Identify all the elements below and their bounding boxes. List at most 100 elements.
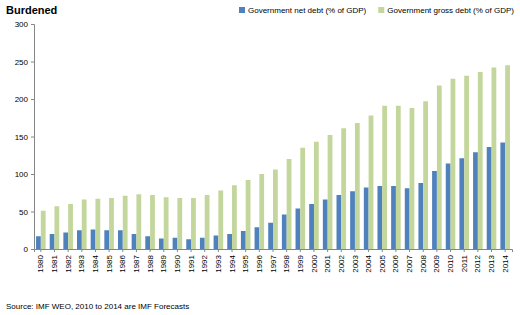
bar [95, 199, 100, 249]
bar-series [36, 143, 505, 250]
x-tick-label: 2004 [364, 254, 373, 272]
x-tick-label: 2005 [378, 254, 387, 272]
x-tick-mark [341, 249, 342, 252]
x-tick-mark [327, 249, 328, 252]
bar [473, 152, 478, 249]
bar [314, 142, 319, 249]
x-tick-label: 1980 [36, 254, 45, 272]
bar [227, 234, 232, 249]
x-tick: 1988 [146, 249, 155, 273]
source: Source: IMF WEO, 2010 to 2014 are IMF Fo… [6, 302, 189, 311]
bar [328, 135, 333, 249]
y-tick-mark [31, 62, 34, 63]
bar [104, 230, 109, 249]
x-tick-mark [354, 249, 355, 252]
x-tick-mark [95, 249, 96, 252]
x-tick: 1981 [50, 249, 59, 273]
y-tick-mark [31, 24, 34, 25]
title: Burdened [6, 4, 57, 16]
x-tick-mark [409, 249, 410, 252]
x-tick-mark [40, 249, 41, 252]
x-tick-label: 1983 [77, 254, 86, 272]
bar [337, 195, 342, 249]
bar [173, 238, 178, 249]
x-tick-mark [395, 249, 396, 252]
bar [218, 191, 223, 250]
x-tick: 2013 [487, 249, 496, 273]
x-tick: 1997 [269, 249, 278, 273]
x-tick-label: 2003 [351, 254, 360, 272]
x-tick: 1994 [228, 249, 237, 273]
bar [505, 65, 510, 249]
x-tick-label: 2009 [432, 254, 441, 272]
bar [287, 159, 292, 249]
bar [255, 227, 260, 249]
x-tick-mark [368, 249, 369, 252]
x-tick-label: 1989 [159, 254, 168, 272]
x-tick: 1998 [282, 249, 291, 273]
x-tick-mark [477, 249, 478, 252]
y-tick-label: 300 [15, 20, 29, 29]
y-tick-label: 200 [15, 95, 29, 104]
bar [214, 236, 219, 250]
x-tick-label: 1987 [132, 254, 141, 272]
bar [487, 147, 492, 249]
x-tick-mark [382, 249, 383, 252]
bar [132, 234, 137, 249]
x-tick-label: 1991 [187, 254, 196, 272]
x-tick: 1986 [118, 249, 127, 273]
x-tick-mark [436, 249, 437, 252]
bar [432, 171, 437, 249]
bars [36, 65, 510, 249]
x-tick-label: 1995 [241, 254, 250, 272]
x-tick-mark [81, 249, 82, 252]
bar [164, 197, 169, 249]
x-tick-mark [163, 249, 164, 252]
x-tick: 1993 [214, 249, 223, 273]
y-tick: 150 [15, 133, 34, 142]
x-tick-label: 2010 [446, 254, 455, 272]
bar [478, 72, 483, 249]
bar [282, 215, 287, 250]
bar [205, 195, 210, 249]
bar [364, 188, 369, 250]
y-axis-line [31, 25, 35, 250]
bar [50, 234, 55, 249]
x-tick-label: 2001 [323, 254, 332, 272]
x-tick: 2004 [364, 249, 373, 273]
y-tick-mark [31, 137, 34, 138]
x-tick-label: 1988 [146, 254, 155, 272]
bar [341, 128, 346, 249]
bar [377, 186, 382, 249]
x-tick-mark [122, 249, 123, 252]
plot: 0501001502002503001980198119821983198419… [15, 20, 513, 273]
x-tick: 1982 [64, 249, 73, 273]
bar [268, 223, 273, 249]
x-tick: 2001 [323, 249, 332, 273]
bar [405, 188, 410, 249]
y-tick: 250 [15, 58, 34, 67]
bar [54, 206, 59, 249]
x-tick-mark [491, 249, 492, 252]
x-tick-mark [68, 249, 69, 252]
x-tick: 1999 [296, 249, 305, 273]
x-tick-label: 2006 [391, 254, 400, 272]
x-tick-label: 1986 [118, 254, 127, 272]
x-tick-label: 1990 [173, 254, 182, 272]
bar [36, 236, 41, 249]
bar [191, 198, 196, 249]
x-tick-label: 1982 [64, 254, 73, 272]
x-tick: 1984 [91, 249, 100, 273]
bar [259, 174, 264, 249]
x-tick-mark [150, 249, 151, 252]
bar [323, 200, 328, 250]
bar [273, 170, 278, 250]
chart: 0501001502002503001980198119821983198419… [0, 0, 520, 315]
y-tick-label: 0 [24, 245, 29, 254]
x-tick-label: 1999 [296, 254, 305, 272]
x-tick: 2014 [501, 249, 510, 273]
x-tick: 1987 [132, 249, 141, 273]
y-tick: 50 [19, 208, 34, 217]
x-tick: 2011 [460, 249, 469, 272]
x-tick: 2007 [405, 249, 414, 273]
